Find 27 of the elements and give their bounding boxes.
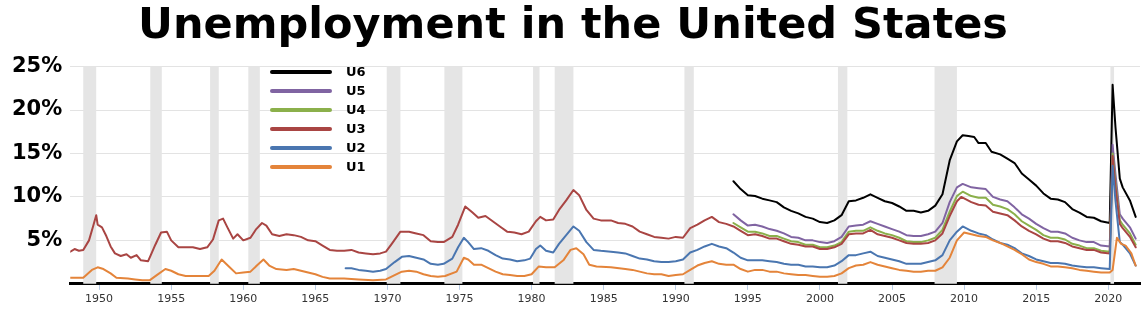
- x-tick-label: 1970: [373, 292, 402, 306]
- x-tick-label: 1975: [445, 292, 474, 306]
- legend-label: U1: [346, 159, 366, 174]
- y-tick-label: 15%: [12, 139, 63, 164]
- x-tick-label: 1990: [661, 292, 690, 306]
- legend-label: U4: [346, 102, 366, 117]
- x-tick-label: 2010: [950, 292, 979, 306]
- x-tick-label: 1965: [301, 292, 330, 306]
- legend-label: U3: [346, 121, 366, 136]
- y-tick-label: 20%: [12, 96, 63, 121]
- y-tick-label: 10%: [12, 183, 63, 208]
- y-tick-label: 25%: [12, 53, 63, 78]
- legend-label: U5: [346, 83, 366, 98]
- legend-label: U2: [346, 140, 366, 155]
- x-tick-label: 1960: [229, 292, 258, 306]
- x-tick-label: 2020: [1094, 292, 1123, 306]
- x-tick-label: 1980: [517, 292, 546, 306]
- x-tick-label: 1955: [157, 292, 186, 306]
- x-tick-label: 1995: [733, 292, 762, 306]
- x-tick-label: 2005: [878, 292, 907, 306]
- x-tick-label: 1950: [85, 292, 114, 306]
- x-tick-label: 2015: [1022, 292, 1051, 306]
- chart-title: Unemployment in the United States: [137, 0, 1009, 48]
- legend-label: U6: [346, 64, 366, 79]
- x-tick-label: 1985: [589, 292, 618, 306]
- y-tick-label: 5%: [26, 226, 63, 251]
- x-tick-label: 2000: [805, 292, 834, 306]
